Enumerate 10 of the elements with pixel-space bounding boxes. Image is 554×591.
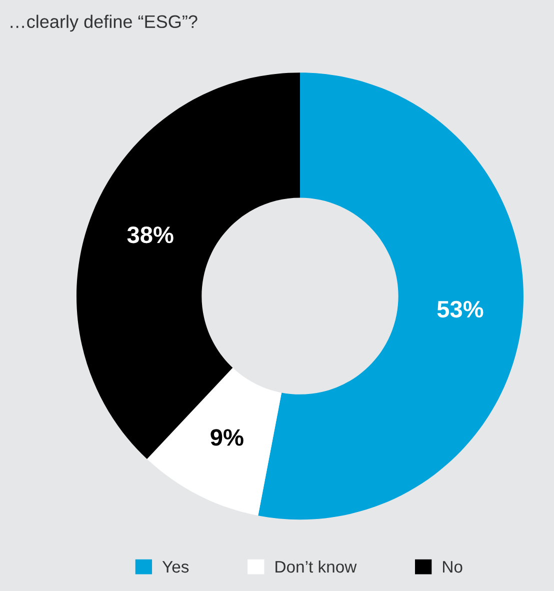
data-label: 38% [127, 226, 174, 244]
legend-label: No [443, 561, 462, 573]
donut-slice [258, 72, 524, 520]
chart-title: …clearly define “ESG”? [10, 14, 198, 32]
donut-slice [76, 72, 300, 460]
legend-label: Don’t know [276, 560, 357, 573]
donut-slice [146, 368, 282, 516]
data-label: 53% [437, 300, 484, 318]
legend-label: Yes [162, 561, 189, 573]
data-label: 9% [210, 429, 244, 446]
